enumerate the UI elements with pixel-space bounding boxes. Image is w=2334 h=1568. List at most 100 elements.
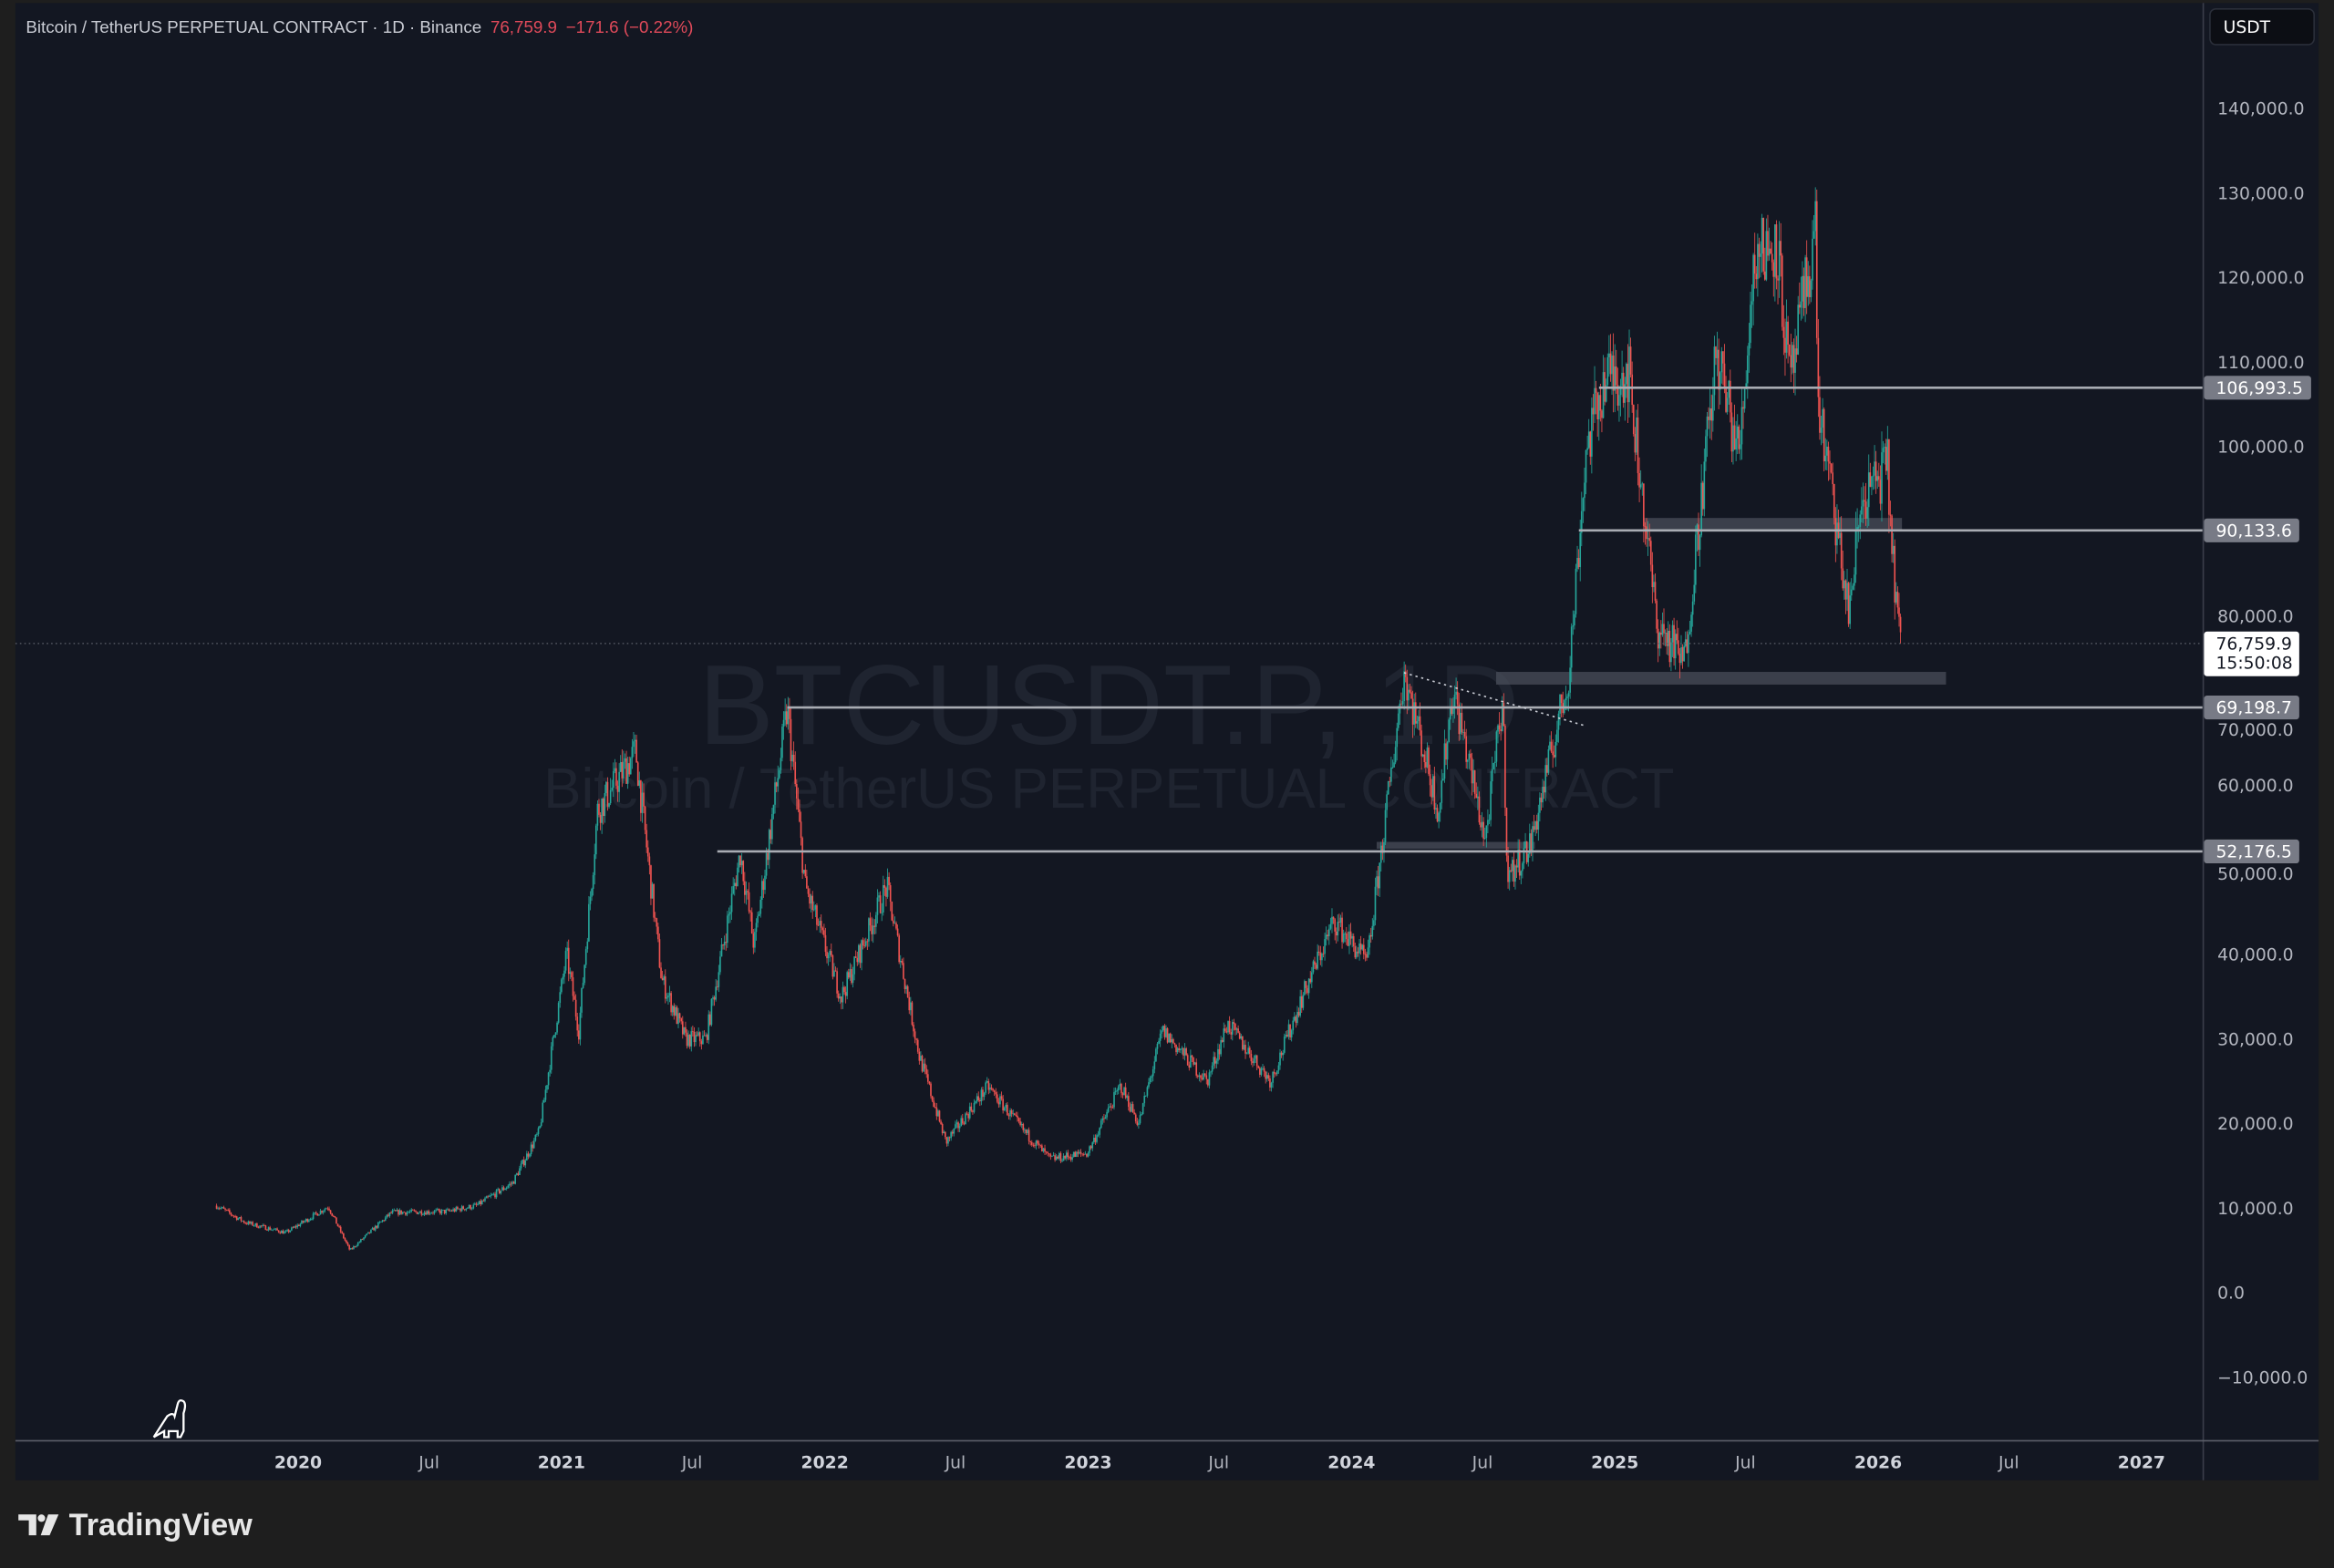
- candle: [1452, 697, 1454, 723]
- candle: [1829, 450, 1831, 480]
- price-axis[interactable]: 140,000.0130,000.0120,000.0110,000.0100,…: [2217, 100, 2308, 1388]
- candle-body: [1337, 922, 1339, 936]
- trendline[interactable]: [1403, 672, 1586, 727]
- candle-body: [224, 1208, 226, 1210]
- candle: [1282, 1049, 1284, 1061]
- candle-body: [571, 972, 573, 978]
- candle-body: [821, 927, 824, 931]
- candle: [299, 1222, 302, 1228]
- candle: [1518, 839, 1521, 881]
- candle-body: [1196, 1075, 1199, 1078]
- candle-body: [1265, 1071, 1266, 1079]
- candle: [474, 1202, 476, 1205]
- candle: [217, 1206, 219, 1211]
- candle: [989, 1083, 991, 1094]
- candle: [495, 1189, 498, 1200]
- candle-body: [1693, 584, 1696, 602]
- candle-body: [276, 1228, 278, 1231]
- candle: [1608, 335, 1610, 377]
- support-zone[interactable]: [1376, 841, 1535, 849]
- candle-body: [304, 1221, 305, 1222]
- candle-body: [1305, 981, 1307, 988]
- candle: [449, 1209, 451, 1212]
- candle: [1768, 227, 1771, 261]
- candle: [1257, 1065, 1260, 1069]
- candle: [512, 1181, 515, 1184]
- candle: [980, 1087, 983, 1106]
- candle: [1788, 344, 1791, 357]
- candle-body: [792, 754, 795, 762]
- candle: [839, 993, 842, 1005]
- support-zone[interactable]: [1495, 672, 1947, 685]
- candle: [1644, 521, 1647, 545]
- candle: [709, 1011, 711, 1026]
- candle: [1634, 427, 1637, 461]
- candle: [737, 862, 738, 887]
- candle-body: [806, 876, 808, 889]
- candle: [680, 1017, 683, 1025]
- candle-body: [973, 1102, 976, 1112]
- candle-body: [1492, 762, 1495, 769]
- candle: [1591, 397, 1593, 474]
- candle: [1163, 1024, 1166, 1040]
- candle-body: [782, 719, 785, 727]
- candle-body: [804, 870, 807, 877]
- candle-body: [1059, 1153, 1060, 1159]
- candle: [1792, 341, 1793, 375]
- candle-body: [1587, 431, 1590, 449]
- candle-body: [1879, 480, 1882, 504]
- candle: [222, 1205, 225, 1209]
- candle-body: [837, 993, 840, 999]
- candle-body: [325, 1208, 327, 1210]
- candle-body: [1798, 304, 1801, 308]
- candle-body: [1700, 482, 1702, 536]
- candle-body: [896, 928, 899, 936]
- candle: [576, 1013, 579, 1037]
- candle-body: [1758, 243, 1761, 257]
- candle-body: [343, 1233, 345, 1239]
- candle-body: [654, 917, 656, 919]
- time-axis[interactable]: 2020 Jul 2021 Jul 2022 Jul 2023 Jul 2024 Jul 2025 J…: [274, 1454, 2165, 1473]
- candle-body: [1699, 535, 1701, 551]
- candle: [1560, 694, 1563, 717]
- candle-body: [237, 1218, 240, 1221]
- candle-body: [391, 1210, 394, 1213]
- candle: [1245, 1052, 1248, 1055]
- candle-body: [1740, 407, 1743, 445]
- candle: [1485, 825, 1488, 848]
- candle-body: [544, 1089, 547, 1100]
- candle: [1641, 481, 1644, 496]
- candle: [799, 799, 800, 823]
- candle-body: [729, 912, 731, 914]
- candle-body: [1358, 943, 1360, 954]
- candle-body: [546, 1085, 548, 1090]
- candle: [1862, 482, 1864, 523]
- candle: [1263, 1066, 1265, 1078]
- candle-body: [1025, 1130, 1028, 1134]
- dinosaur-icon[interactable]: [152, 1399, 187, 1439]
- candle: [1357, 947, 1359, 957]
- candle-body: [553, 1034, 555, 1038]
- candle-body: [1062, 1155, 1065, 1161]
- candle-body: [1824, 455, 1827, 462]
- candle-body: [1034, 1145, 1036, 1147]
- candle: [1777, 275, 1779, 304]
- level-price-label: 90,133.6: [2204, 518, 2299, 542]
- candle-body: [1792, 345, 1793, 368]
- candle: [1770, 241, 1771, 254]
- candle-body: [573, 995, 575, 1000]
- candle-body: [1572, 624, 1575, 627]
- candle: [266, 1229, 268, 1231]
- symbol-header[interactable]: Bitcoin / TetherUS PERPETUAL CONTRACT · …: [26, 17, 693, 36]
- candle-body: [500, 1191, 502, 1193]
- candle-body: [1839, 532, 1841, 539]
- candle-body: [557, 1003, 560, 1023]
- tradingview-logo[interactable]: TradingView: [18, 1508, 253, 1542]
- candle: [996, 1091, 998, 1104]
- candle: [1247, 1041, 1250, 1055]
- candle: [1057, 1155, 1059, 1160]
- currency-button[interactable]: USDT: [2209, 7, 2315, 46]
- candle: [1175, 1044, 1177, 1056]
- candle: [1733, 404, 1736, 450]
- candle-body: [784, 711, 786, 720]
